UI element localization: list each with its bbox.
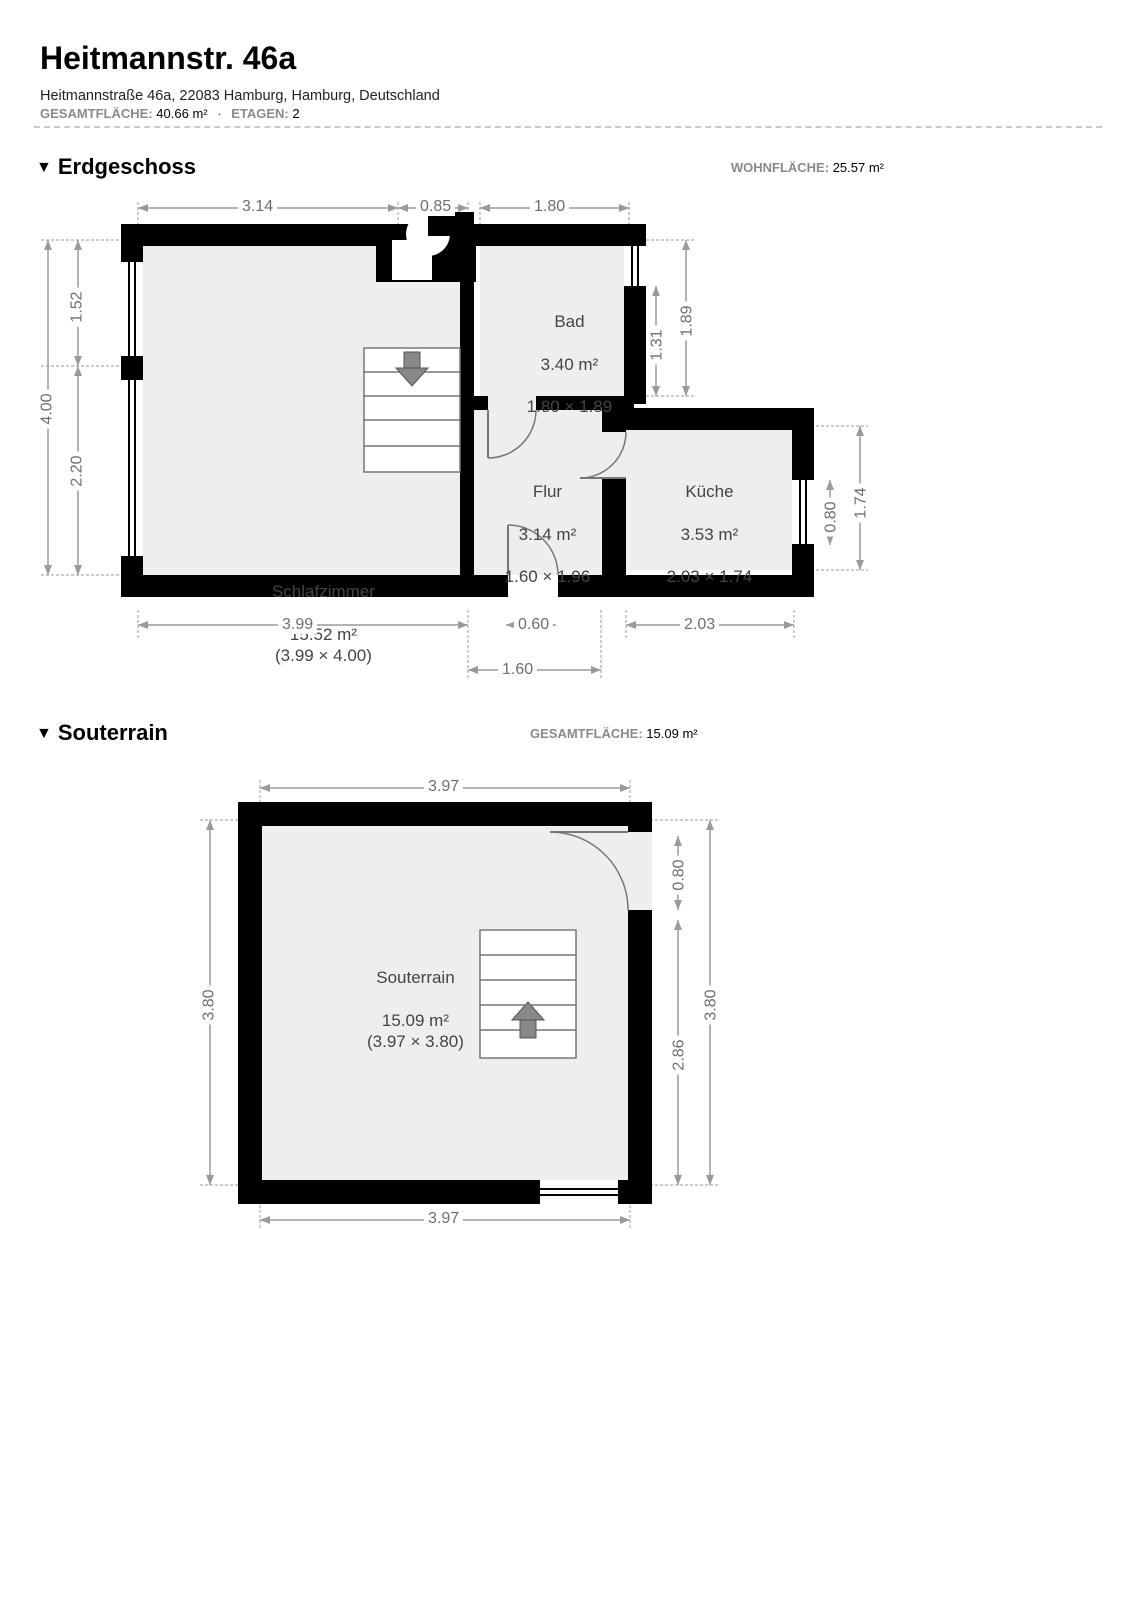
room-dims: (3.97 × 3.80) [367,1032,464,1051]
dim-top-a: 3.14 [238,198,277,216]
dim-bottom-d: 1.60 [498,661,537,679]
room-name: Bad [554,312,584,331]
room-kueche: Küche 3.53 m² 2.03 × 1.74 [640,460,760,609]
dim-right-lower: 1.74 [853,483,871,522]
floor1-plan [36,180,896,700]
meta-line: GESAMTFLÄCHE: 40.66 m² · ETAGEN: 2 [40,106,300,121]
room-dims: 1.80 × 1.89 [527,397,613,416]
horizontal-divider [34,126,1102,128]
dim2-left: 3.80 [201,985,219,1024]
total-area-value: 40.66 m² [156,106,207,121]
total-area-label: GESAMTFLÄCHE: [40,106,153,121]
floor-plan-page: Heitmannstr. 46a Heitmannstraße 46a, 220… [0,0,1136,1608]
dim2-right-lower: 2.86 [671,1035,689,1074]
address-line: Heitmannstraße 46a, 22083 Hamburg, Hambu… [40,88,440,104]
dim2-top: 3.97 [424,778,463,796]
floor2-area-value: 15.09 m² [646,726,697,741]
room-dims: 2.03 × 1.74 [667,567,753,586]
room-area: 3.40 m² [541,355,599,374]
room-area: 15.09 m² [382,1011,449,1030]
page-title: Heitmannstr. 46a [40,40,296,77]
floor2-area-label: GESAMTFLÄCHE: [530,726,643,741]
room-name: Schlafzimmer [272,582,375,601]
floor1-header: ▼ Erdgeschoss [36,154,196,180]
floor1-area-value: 25.57 m² [833,160,884,175]
dim2-bottom: 3.97 [424,1210,463,1228]
dim-left-upper: 1.52 [69,287,87,326]
room-name: Souterrain [376,968,454,987]
meta-separator: · [211,106,227,121]
room-name: Küche [685,482,733,501]
dim-right-upper: 1.89 [679,301,697,340]
dim-right-lower-inner: 0.80 [823,497,841,536]
floor1-area: WOHNFLÄCHE: 25.57 m² [731,160,884,175]
dim2-right: 3.80 [703,985,721,1024]
floors-value: 2 [292,106,299,121]
floor1-name: Erdgeschoss [58,154,196,179]
dim2-right-upper: 0.80 [671,855,689,894]
floors-label: ETAGEN: [231,106,289,121]
floor1-area-label: WOHNFLÄCHE: [731,160,829,175]
room-area: 3.14 m² [519,525,577,544]
collapse-icon: ▼ [36,725,52,743]
room-souterrain: Souterrain 15.09 m² (3.97 × 3.80) [286,946,526,1074]
dim-bottom-b: 0.60 [514,616,553,634]
room-dims: (3.99 × 4.00) [275,646,372,665]
room-dims: 1.60 × 1.96 [505,567,591,586]
dim-left-lower: 2.20 [69,451,87,490]
dim-bottom-c: 2.03 [680,616,719,634]
room-name: Flur [533,482,562,501]
room-bad: Bad 3.40 m² 1.80 × 1.89 [500,290,620,439]
room-area: 3.53 m² [681,525,739,544]
floor2-header: ▼ Souterrain [36,720,168,746]
dim-left-total: 4.00 [39,389,57,428]
dim-top-b: 0.85 [416,198,455,216]
dim-bottom-a: 3.99 [278,616,317,634]
dim-top-c: 1.80 [530,198,569,216]
floor2-area: GESAMTFLÄCHE: 15.09 m² [530,726,698,741]
room-flur: Flur 3.14 m² 1.60 × 1.96 [478,460,598,609]
dim-right-inner: 1.31 [649,325,667,364]
floor2-name: Souterrain [58,720,168,745]
collapse-icon: ▼ [36,159,52,177]
